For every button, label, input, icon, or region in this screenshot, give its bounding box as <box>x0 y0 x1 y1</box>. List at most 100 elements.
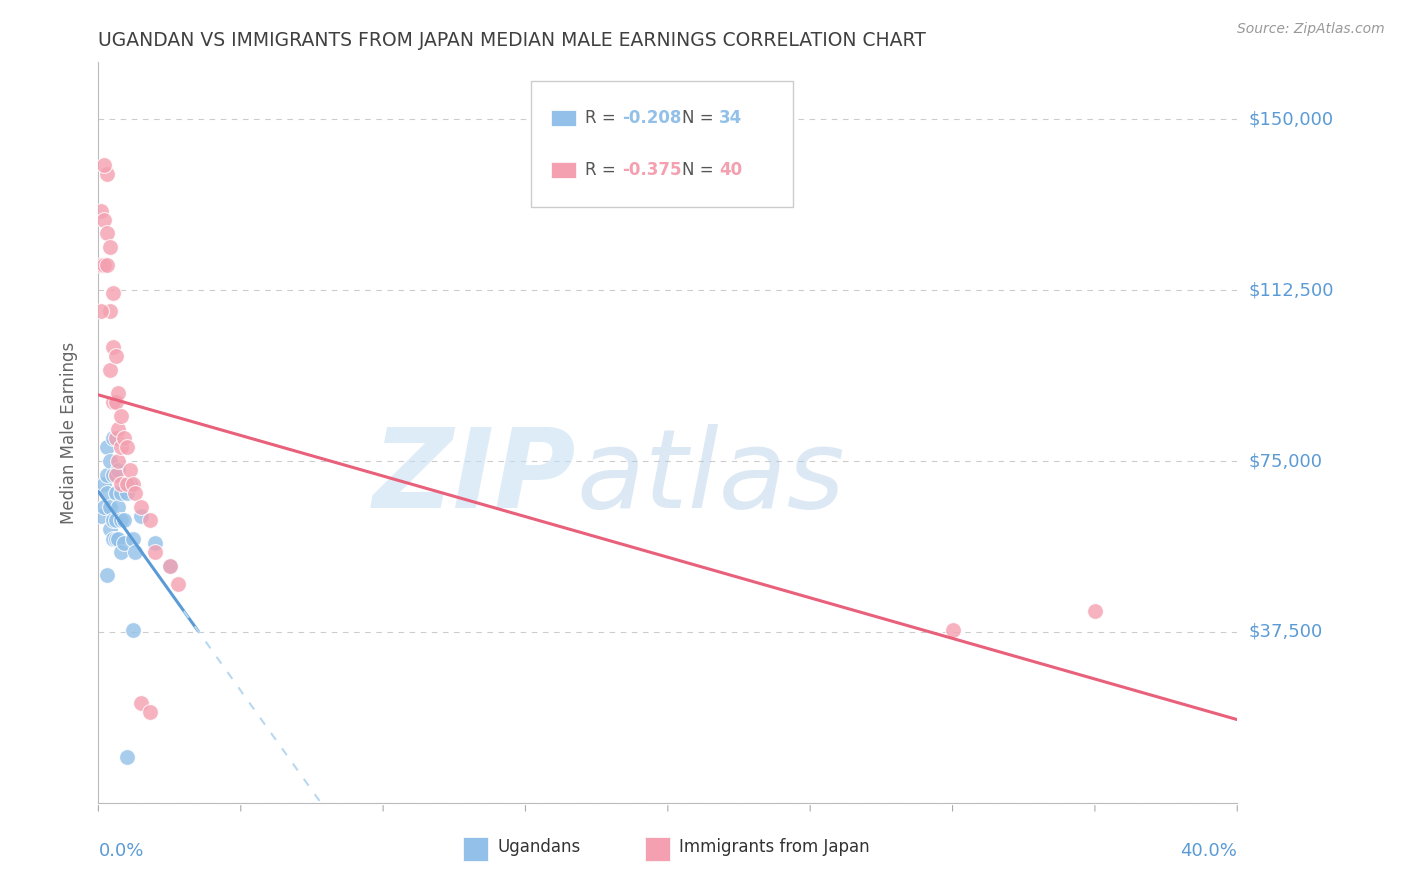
Point <box>110 409 132 423</box>
Point <box>101 431 124 445</box>
Point <box>110 476 132 491</box>
FancyBboxPatch shape <box>645 837 671 861</box>
Point <box>96 258 118 272</box>
Point <box>129 696 152 710</box>
Text: Immigrants from Japan: Immigrants from Japan <box>679 838 870 856</box>
Point <box>942 623 965 637</box>
Point <box>121 532 143 546</box>
Point <box>138 705 160 719</box>
Point <box>93 212 115 227</box>
Point <box>124 486 146 500</box>
Text: Source: ZipAtlas.com: Source: ZipAtlas.com <box>1237 22 1385 37</box>
Point <box>96 467 118 482</box>
FancyBboxPatch shape <box>531 81 793 207</box>
Point <box>98 303 121 318</box>
Text: 40.0%: 40.0% <box>1181 842 1237 860</box>
Point <box>104 532 127 546</box>
Point <box>159 558 181 573</box>
Point <box>104 431 127 445</box>
Text: $37,500: $37,500 <box>1249 623 1323 641</box>
Point <box>145 545 167 559</box>
Point <box>93 258 115 272</box>
Text: 0.0%: 0.0% <box>98 842 143 860</box>
Point <box>101 340 124 354</box>
Point <box>115 486 138 500</box>
Point <box>96 227 118 241</box>
Point <box>107 422 129 436</box>
Point <box>98 363 121 377</box>
Point <box>98 523 121 537</box>
Point <box>90 303 112 318</box>
Point <box>124 545 146 559</box>
Point <box>98 240 121 254</box>
Point <box>96 441 118 455</box>
Text: -0.375: -0.375 <box>623 161 682 178</box>
FancyBboxPatch shape <box>463 837 488 861</box>
Point <box>93 158 115 172</box>
Point <box>107 454 129 468</box>
Text: R =: R = <box>585 161 620 178</box>
Text: -0.208: -0.208 <box>623 109 682 127</box>
Point <box>110 441 132 455</box>
Point <box>145 536 167 550</box>
Point <box>104 513 127 527</box>
Point <box>159 558 181 573</box>
Point <box>90 258 112 272</box>
Point <box>107 532 129 546</box>
Point <box>129 508 152 523</box>
Point <box>107 385 129 400</box>
Point <box>93 500 115 514</box>
Text: ZIP: ZIP <box>373 424 576 531</box>
Text: N =: N = <box>682 161 718 178</box>
Point <box>101 467 124 482</box>
Point <box>121 623 143 637</box>
Point <box>101 285 124 300</box>
Point <box>104 395 127 409</box>
Point <box>101 513 124 527</box>
Point <box>90 203 112 218</box>
Y-axis label: Median Male Earnings: Median Male Earnings <box>59 342 77 524</box>
Point <box>110 545 132 559</box>
FancyBboxPatch shape <box>551 161 575 178</box>
Point <box>96 486 118 500</box>
Text: 40: 40 <box>718 161 742 178</box>
Text: atlas: atlas <box>576 424 845 531</box>
Point <box>118 476 141 491</box>
Point <box>104 467 127 482</box>
Point <box>110 513 132 527</box>
Point <box>115 750 138 764</box>
Point <box>104 349 127 363</box>
Point <box>129 500 152 514</box>
Text: $112,500: $112,500 <box>1249 281 1334 299</box>
Point <box>107 463 129 477</box>
Point <box>112 431 135 445</box>
Point <box>115 476 138 491</box>
Point <box>1084 604 1107 618</box>
Text: UGANDAN VS IMMIGRANTS FROM JAPAN MEDIAN MALE EARNINGS CORRELATION CHART: UGANDAN VS IMMIGRANTS FROM JAPAN MEDIAN … <box>98 30 927 50</box>
Point <box>101 532 124 546</box>
Point <box>101 395 124 409</box>
Point <box>167 577 190 591</box>
Point <box>112 513 135 527</box>
Point <box>115 441 138 455</box>
Point <box>112 536 135 550</box>
Point <box>93 476 115 491</box>
Point <box>138 513 160 527</box>
Point <box>110 486 132 500</box>
Text: R =: R = <box>585 109 620 127</box>
Text: $75,000: $75,000 <box>1249 452 1323 470</box>
Point <box>98 454 121 468</box>
Text: $150,000: $150,000 <box>1249 111 1333 128</box>
Point <box>98 500 121 514</box>
Text: N =: N = <box>682 109 718 127</box>
Text: 34: 34 <box>718 109 742 127</box>
Point <box>107 500 129 514</box>
Point <box>121 476 143 491</box>
Point <box>96 568 118 582</box>
Point <box>96 167 118 181</box>
Text: Ugandans: Ugandans <box>498 838 581 856</box>
Point <box>118 463 141 477</box>
FancyBboxPatch shape <box>551 110 575 126</box>
Point <box>104 486 127 500</box>
Point <box>90 508 112 523</box>
